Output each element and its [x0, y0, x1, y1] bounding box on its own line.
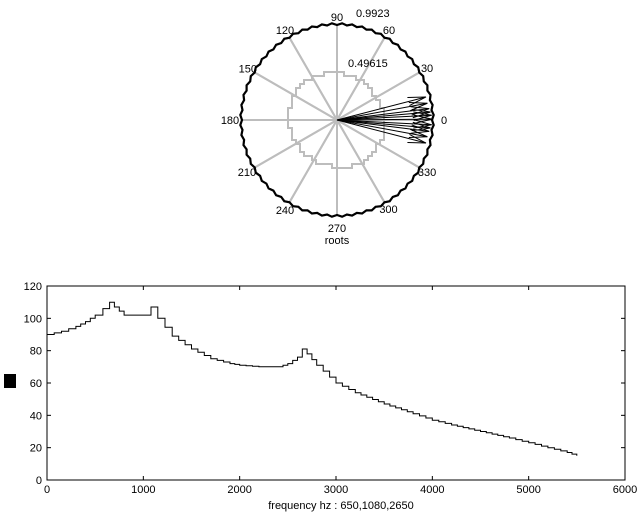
x-tick-label: 0 [44, 484, 50, 496]
polar-angle-label: 60 [383, 25, 395, 37]
frequency-response-chart: 0 1000 2000 3000 4000 5000 6000 0 20 40 60 80 100 120 [24, 281, 638, 496]
x-tick-label: 4000 [420, 484, 444, 496]
y-tick-label: 40 [30, 410, 42, 422]
polar-angle-label: 150 [239, 64, 257, 76]
y-tick-label: 0 [36, 475, 42, 487]
x-tick-label: 2000 [227, 484, 251, 496]
root-vector-arrowhead [413, 114, 432, 125]
root-vector [336, 119, 430, 132]
polar-radial-label: 0.49615 [348, 58, 388, 70]
root-vector [336, 119, 428, 138]
polar-angle-label: 210 [238, 167, 256, 179]
root-vector [336, 119, 431, 129]
x-tick-label: 6000 [613, 484, 637, 496]
polar-angle-label: 240 [276, 205, 294, 217]
polar-angle-label: 180 [221, 115, 239, 127]
root-vector [336, 118, 432, 121]
polar-angle-label: 30 [421, 63, 433, 75]
x-tick-label: 1000 [131, 484, 155, 496]
polar-angle-label: 330 [418, 167, 436, 179]
polar-angle-label: 270 [328, 223, 346, 235]
polar-angle-label: 90 [331, 12, 343, 24]
polar-angle-label: 300 [379, 204, 397, 216]
y-tick-label: 80 [30, 346, 42, 358]
legend-swatch [4, 374, 16, 388]
polar-angle-label: 120 [276, 25, 294, 37]
root-vector [336, 108, 430, 121]
y-tick-label: 60 [30, 378, 42, 390]
polar-half-radius-ring [287, 71, 385, 169]
x-tick-label: 3000 [324, 484, 348, 496]
root-vector [336, 119, 432, 126]
x-tick-label: 5000 [516, 484, 540, 496]
polar-unit-circle [239, 22, 435, 218]
y-tick-label: 100 [24, 313, 42, 325]
response-line [47, 301, 578, 456]
polar-radial-label: 0.9923 [356, 8, 390, 20]
y-tick-label: 20 [30, 443, 42, 455]
root-vector [336, 111, 431, 121]
root-vector-arrowhead [407, 134, 427, 144]
polar-chart: 0 30 60 90 120 150 180 210 240 270 300 330 0.49615 0.… [221, 8, 447, 235]
root-vector [336, 102, 428, 121]
root-vector [336, 119, 427, 144]
root-vector-arrowhead [407, 96, 427, 106]
polar-xlabel: roots [325, 235, 350, 247]
line-xlabel: frequency hz : 650,1080,2650 [268, 500, 414, 512]
y-tick-label: 120 [24, 281, 42, 293]
polar-angle-label: 0 [441, 115, 447, 127]
root-vector [336, 96, 427, 121]
